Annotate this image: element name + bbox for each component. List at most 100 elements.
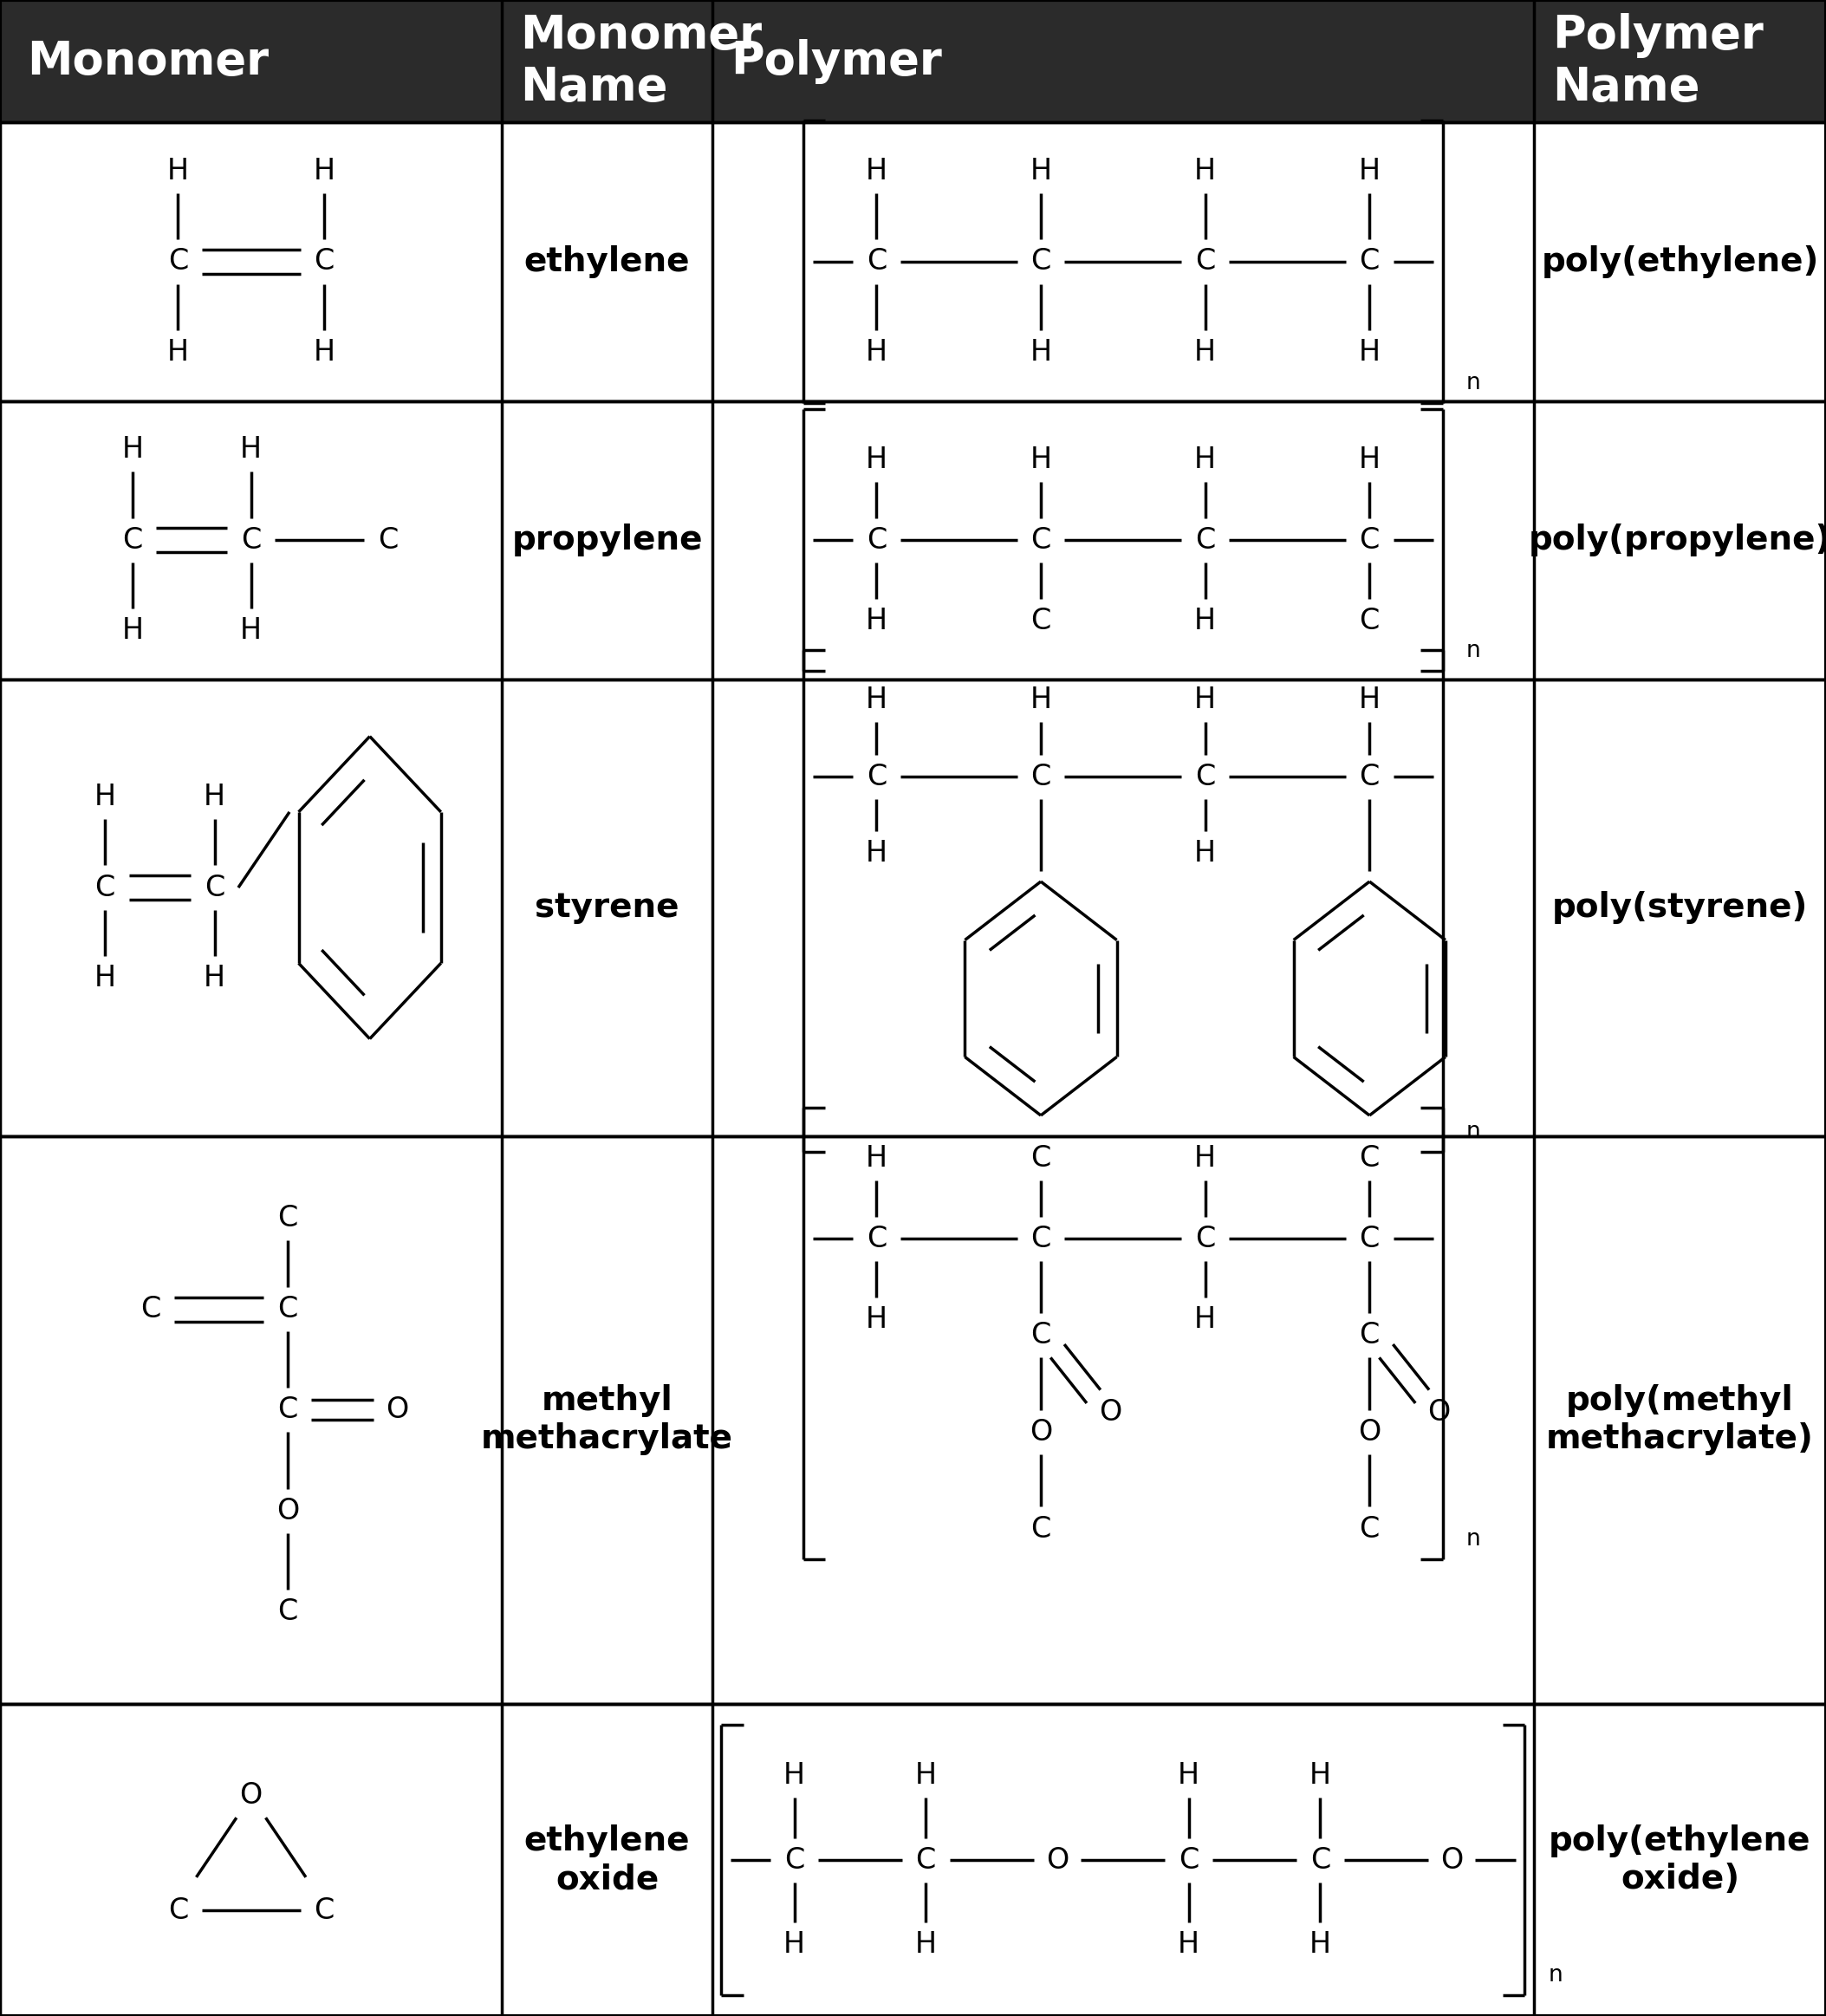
Text: H: H [1194, 1143, 1216, 1173]
Text: O: O [239, 1782, 263, 1810]
Text: O: O [1099, 1397, 1121, 1427]
Text: C: C [168, 1897, 188, 1925]
Text: H: H [205, 964, 225, 992]
Text: C: C [1030, 607, 1052, 635]
Text: H: H [1178, 1931, 1200, 1960]
Text: H: H [1030, 685, 1052, 714]
Text: C: C [278, 1294, 298, 1325]
Text: H: H [1309, 1931, 1331, 1960]
Text: H: H [1194, 157, 1216, 185]
Text: C: C [314, 1897, 334, 1925]
Text: C: C [122, 526, 142, 554]
Text: H: H [915, 1931, 937, 1960]
Text: H: H [1194, 839, 1216, 867]
Text: H: H [1194, 446, 1216, 474]
Text: poly(ethylene): poly(ethylene) [1541, 246, 1819, 278]
Text: C: C [1359, 1143, 1380, 1173]
Text: H: H [314, 157, 334, 185]
Text: n: n [1466, 1121, 1481, 1143]
Text: styrene: styrene [535, 891, 679, 923]
Text: H: H [866, 839, 887, 867]
Text: H: H [1359, 339, 1380, 367]
Text: C: C [915, 1847, 937, 1875]
Text: H: H [95, 964, 115, 992]
Bar [0, 0, 1826, 123]
Bar [0, 679, 1826, 1137]
Text: H: H [168, 157, 188, 185]
Text: H: H [1359, 685, 1380, 714]
Text: H: H [1359, 157, 1380, 185]
Text: C: C [278, 1204, 298, 1234]
Text: Polymer: Polymer [730, 38, 942, 85]
Text: H: H [1359, 446, 1380, 474]
Text: C: C [1359, 1320, 1380, 1351]
Text: C: C [866, 1224, 887, 1254]
Text: C: C [1309, 1847, 1331, 1875]
Text: Monomer
Name: Monomer Name [520, 12, 761, 111]
Text: C: C [1359, 248, 1380, 276]
Text: O: O [276, 1496, 299, 1526]
Text: H: H [122, 435, 142, 464]
Text: H: H [1309, 1762, 1331, 1790]
Text: H: H [1030, 446, 1052, 474]
Text: H: H [1194, 607, 1216, 635]
Text: C: C [1030, 526, 1052, 554]
Text: H: H [95, 782, 115, 810]
Text: C: C [1194, 1224, 1216, 1254]
Text: ethylene: ethylene [524, 246, 690, 278]
Text: poly(propylene): poly(propylene) [1528, 524, 1826, 556]
Text: n: n [1466, 371, 1481, 393]
Text: n: n [1466, 639, 1481, 663]
Text: H: H [783, 1762, 805, 1790]
Text: poly(ethylene
oxide): poly(ethylene oxide) [1548, 1824, 1811, 1895]
Text: H: H [866, 607, 887, 635]
Text: H: H [241, 435, 261, 464]
Text: poly(styrene): poly(styrene) [1552, 891, 1808, 923]
Text: C: C [314, 248, 334, 276]
Text: C: C [866, 248, 887, 276]
Text: n: n [1548, 1964, 1563, 1986]
Text: propylene: propylene [511, 524, 703, 556]
Text: C: C [168, 248, 188, 276]
Text: O: O [1030, 1417, 1052, 1447]
Text: H: H [241, 617, 261, 645]
Bar [0, 401, 1826, 679]
Text: C: C [1194, 762, 1216, 790]
Bar [0, 123, 1826, 401]
Text: C: C [1194, 248, 1216, 276]
Text: H: H [314, 339, 334, 367]
Text: C: C [241, 526, 261, 554]
Text: H: H [866, 1304, 887, 1335]
Text: H: H [205, 782, 225, 810]
Text: H: H [866, 685, 887, 714]
Text: H: H [1194, 685, 1216, 714]
Text: C: C [278, 1597, 298, 1627]
Text: n: n [1466, 1528, 1481, 1550]
Text: H: H [915, 1762, 937, 1790]
Text: C: C [1359, 762, 1380, 790]
Text: poly(methyl
methacrylate): poly(methyl methacrylate) [1547, 1385, 1813, 1456]
Text: H: H [1194, 339, 1216, 367]
Text: H: H [866, 446, 887, 474]
Text: O: O [1428, 1397, 1450, 1427]
Bar [0, 1704, 1826, 2016]
Text: C: C [1359, 607, 1380, 635]
Text: H: H [1030, 339, 1052, 367]
Text: H: H [122, 617, 142, 645]
Text: O: O [1359, 1417, 1380, 1447]
Text: O: O [1441, 1847, 1463, 1875]
Text: H: H [866, 339, 887, 367]
Text: H: H [866, 1143, 887, 1173]
Text: Polymer
Name: Polymer Name [1552, 12, 1764, 111]
Text: C: C [1030, 1320, 1052, 1351]
Text: O: O [1046, 1847, 1068, 1875]
Bar [0, 1137, 1826, 1704]
Text: H: H [168, 339, 188, 367]
Text: C: C [1178, 1847, 1200, 1875]
Text: C: C [141, 1294, 161, 1325]
Text: ethylene
oxide: ethylene oxide [524, 1824, 690, 1895]
Text: C: C [1030, 762, 1052, 790]
Text: C: C [378, 526, 398, 554]
Text: C: C [1030, 1224, 1052, 1254]
Text: C: C [205, 873, 225, 901]
